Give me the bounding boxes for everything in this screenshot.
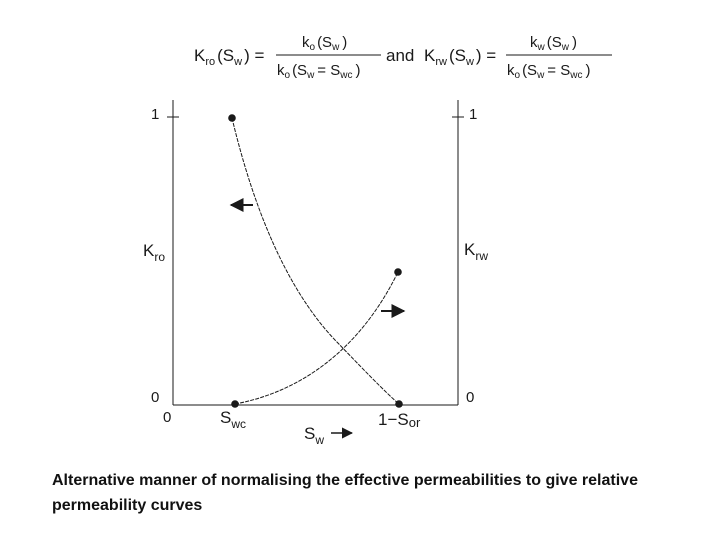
right-top-label: 1 [469,106,477,123]
x-origin-label: 0 [163,409,171,426]
krw-lhs: Krw (Sw) = [424,46,496,68]
x-axis-title: Sw [304,424,324,447]
left-bottom-label: 0 [151,389,159,406]
krw-denominator: ko (Sw = Swc) [507,62,590,81]
equation-and: and [386,46,414,65]
kro-end-point [395,400,403,408]
kro-lhs: Kro (Sw) = [194,46,264,68]
swc-label: Swc [220,408,246,431]
right-axis-title: Krw [464,240,488,263]
normalisation-equation: Kro (Sw) = ko (Sw) ko (Sw = Swc) and Krw (Sw)… [194,34,612,81]
left-top-label: 1 [151,106,159,123]
krw-start-point [231,400,239,408]
sor-label: 1−Sor [378,410,421,430]
plot-axes [167,100,464,406]
kro-start-point [228,114,236,122]
krw-end-point [394,268,402,276]
krw-curve [234,271,399,405]
kro-numerator: ko (Sw) [302,34,347,53]
krw-numerator: kw (Sw) [530,34,577,53]
figure-caption: Alternative manner of normalising the ef… [52,472,638,514]
right-bottom-label: 0 [466,389,474,406]
left-axis-title: Kro [143,241,165,264]
kro-curve [231,117,400,405]
kro-denominator: ko (Sw = Swc) [277,62,360,81]
